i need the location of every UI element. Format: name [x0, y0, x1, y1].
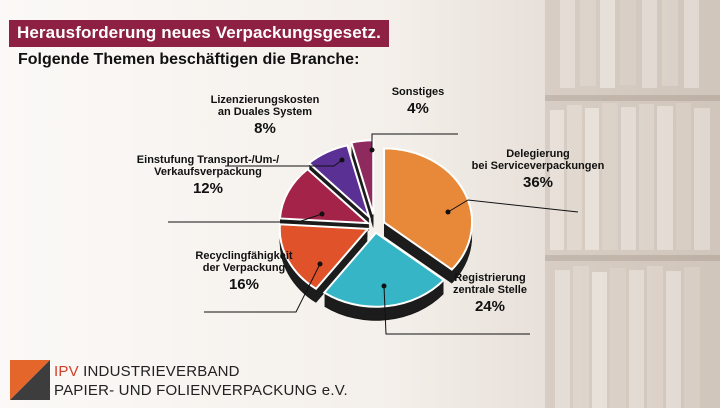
slice-label-text: Verkaufsverpackung	[154, 166, 262, 178]
slice-percent: 8%	[254, 120, 276, 137]
slice-label-text: Sonstiges	[391, 86, 445, 98]
slice-percent: 12%	[192, 180, 223, 197]
slice-label-text: der Verpackung	[202, 262, 286, 274]
slice-label-text: an Duales System	[217, 106, 313, 118]
slice-label-text: Einstufung Transport-/Um-/	[136, 154, 280, 166]
slice-label-text: bei Serviceverpackungen	[471, 160, 605, 172]
title-banner: Herausforderung neues Verpackungsgesetz.	[9, 20, 389, 47]
slice-label: Einstufung Transport-/Um-/Verkaufsverpac…	[137, 154, 279, 197]
pie-slice	[278, 223, 370, 291]
slice-label-text: Registrierung	[454, 272, 526, 284]
pie-slice	[278, 167, 371, 225]
pie-top-layer	[278, 139, 474, 308]
slice-percent: 16%	[228, 276, 259, 293]
ipv-logo-icon	[10, 360, 50, 400]
org-name-line2: PAPIER- UND FOLIENVERPACKUNG e.V.	[54, 382, 348, 399]
slice-label-text: Lizenzierungskosten	[210, 94, 320, 106]
slice-label-text: zentrale Stelle	[453, 284, 527, 296]
slice-label: Registrierung zentrale Stelle 24%	[453, 272, 527, 315]
leader-line	[371, 133, 458, 150]
pie-slice	[307, 144, 372, 221]
pie-slice	[322, 231, 446, 308]
slice-label: Recyclingfähigkeit der Verpackung 16%	[195, 250, 292, 293]
slice-percent: 36%	[522, 174, 554, 191]
org-abbr: IPV	[54, 363, 79, 380]
pie-slice	[350, 139, 375, 215]
leader-line	[204, 263, 321, 313]
page-subtitle: Folgende Themen beschäftigen die Branche…	[18, 51, 360, 68]
slice-label: Delegierung bei Serviceverpackungen 36%	[472, 148, 605, 191]
slice-label-text: Delegierung	[506, 148, 570, 160]
pie-slice	[383, 147, 474, 271]
leader-line	[383, 285, 530, 335]
org-name-line1: IPV INDUSTRIEVERBAND	[54, 363, 240, 380]
leader-line	[447, 199, 579, 213]
slice-label: Lizenzierungskosten an Duales System 8%	[211, 94, 320, 137]
page-title: Herausforderung neues Verpackungsgesetz.	[17, 23, 381, 42]
slice-label-text: Recyclingfähigkeit	[195, 250, 293, 262]
leader-line	[225, 159, 343, 167]
slice-percent: 4%	[407, 100, 429, 117]
org-name-first: INDUSTRIEVERBAND	[83, 363, 240, 380]
leader-line	[168, 213, 323, 223]
slice-label: Sonstiges 4%	[392, 86, 445, 117]
slice-percent: 24%	[474, 298, 505, 315]
